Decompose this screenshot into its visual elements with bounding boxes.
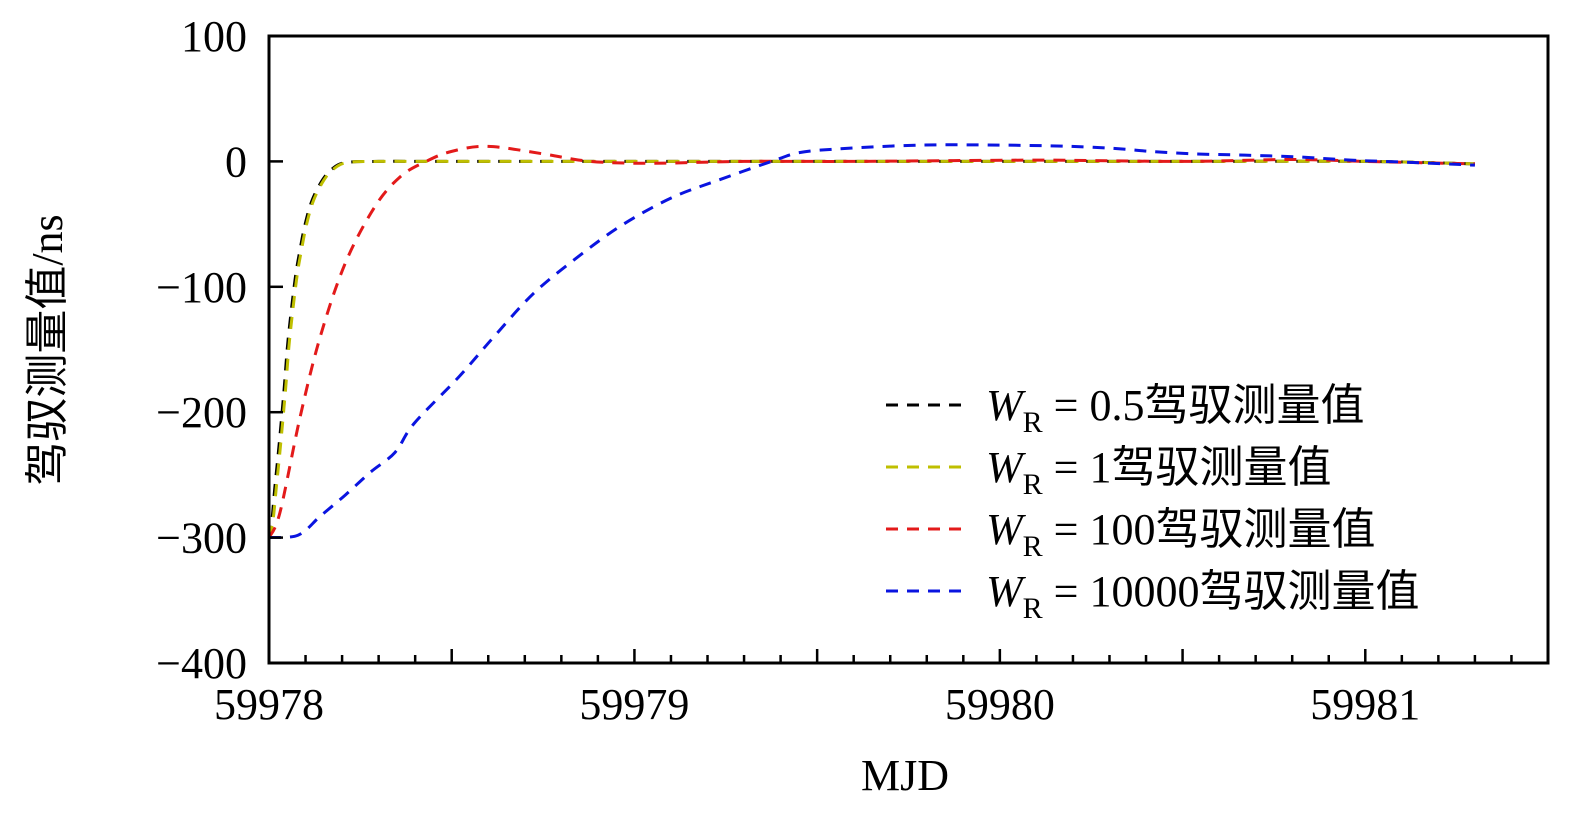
legend-item: WR = 100驾驭测量值 (886, 505, 1376, 563)
x-tick-label: 59980 (945, 680, 1055, 729)
y-tick-label: −200 (156, 388, 247, 437)
legend-label: WR = 1驾驭测量值 (986, 443, 1332, 501)
legend-item: WR = 0.5驾驭测量值 (886, 381, 1365, 439)
legend-label: WR = 100驾驭测量值 (986, 505, 1376, 563)
plot-frame (267, 34, 1550, 665)
y-axis-ticks (269, 160, 283, 539)
x-tick-label: 59981 (1310, 680, 1420, 729)
series-line-3 (268, 143, 1475, 540)
x-tick-label: 59979 (579, 680, 689, 729)
y-tick-label: −100 (156, 263, 247, 312)
y-tick-label: 0 (225, 137, 247, 186)
x-axis-tick-labels: 59978 59979 59980 59981 (214, 680, 1420, 729)
plot-lines (267, 143, 1475, 540)
series-line-1 (267, 159, 1475, 538)
legend-item: WR = 1驾驭测量值 (886, 443, 1332, 501)
y-tick-label: −300 (156, 514, 247, 563)
x-axis-ticks (304, 649, 1513, 663)
y-axis-title: 驾驭测量值/ns (23, 214, 72, 485)
x-tick-label: 59978 (214, 680, 324, 729)
y-tick-label: −400 (156, 639, 247, 688)
legend-item: WR = 10000驾驭测量值 (886, 567, 1420, 625)
y-tick-label: 100 (181, 12, 247, 61)
y-axis-tick-labels: 100 0 −100 −200 −300 −400 (156, 12, 247, 688)
x-axis-title: MJD (861, 751, 949, 800)
legend-label: WR = 0.5驾驭测量值 (986, 381, 1365, 439)
series-line-2 (267, 144, 1475, 539)
legend-label: WR = 10000驾驭测量值 (986, 567, 1420, 625)
